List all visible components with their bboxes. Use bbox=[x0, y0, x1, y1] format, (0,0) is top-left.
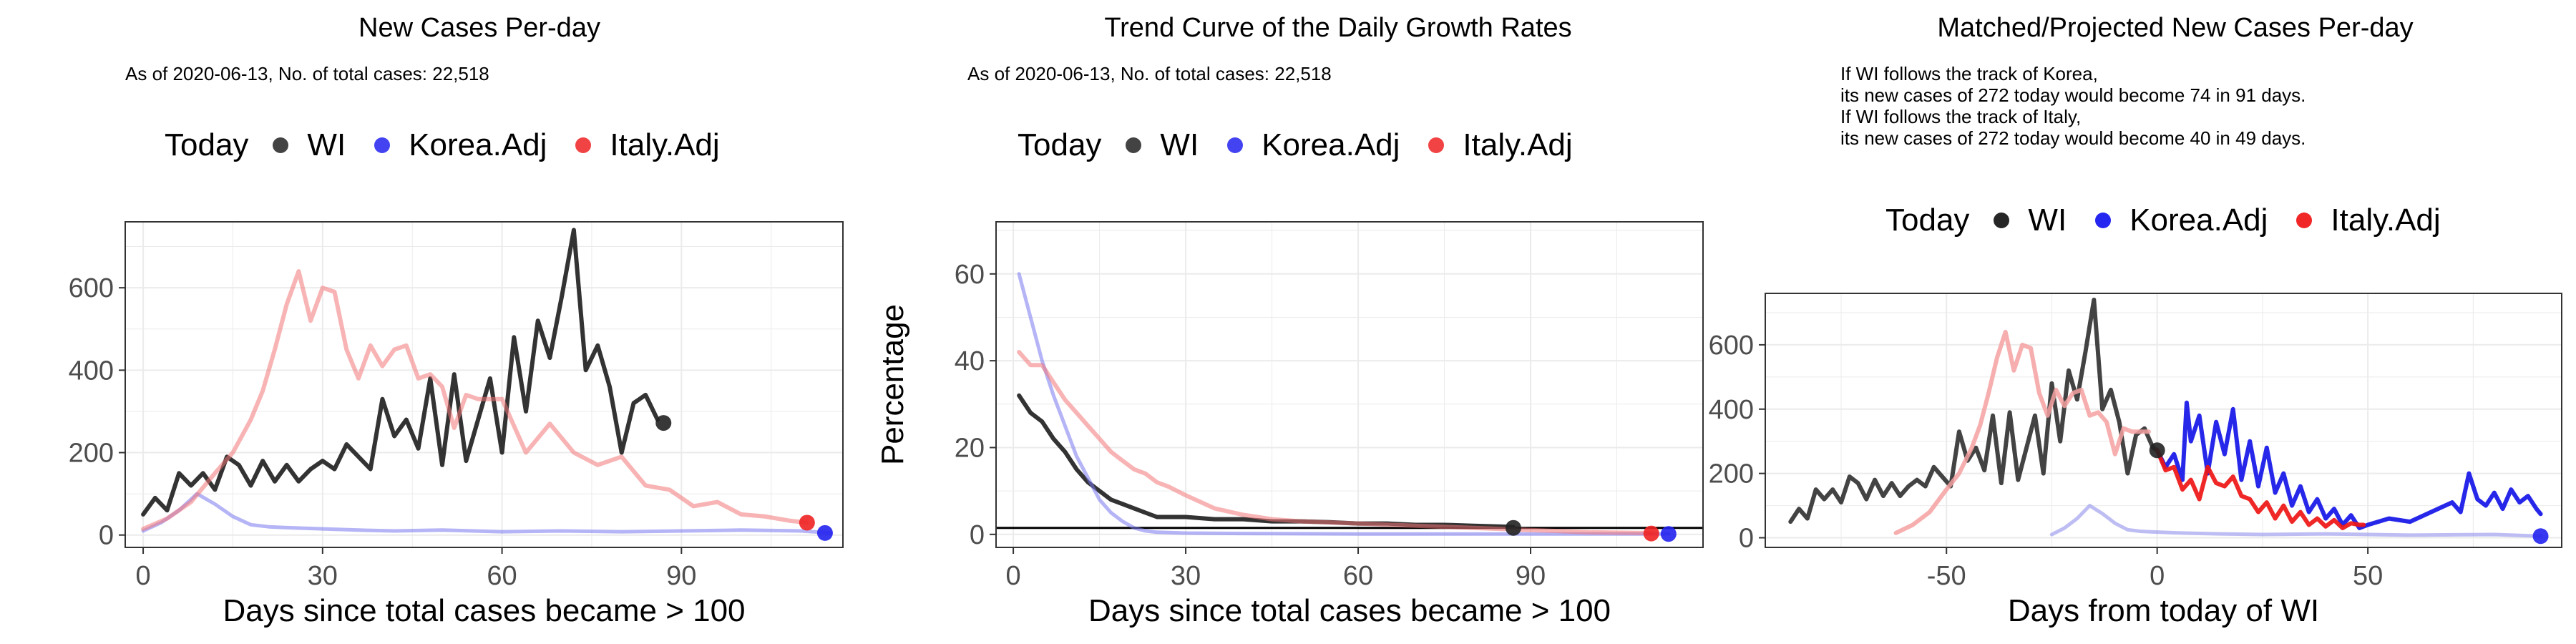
legend-label-italy: Italy.Adj bbox=[2331, 203, 2441, 238]
legend-item-korea: Korea.Adj bbox=[1227, 127, 1400, 163]
today-point-italy-adj bbox=[1643, 525, 1659, 542]
legend-dot-korea bbox=[374, 137, 391, 153]
legend-title: Today bbox=[165, 127, 249, 162]
series-line-wi-history bbox=[1788, 298, 2160, 525]
chart-subtitle: As of 2020-06-13, No. of total cases: 22… bbox=[967, 63, 1332, 84]
legend-dot-wi bbox=[1994, 213, 2010, 228]
plot-border bbox=[995, 221, 1704, 548]
x-tick-label: 60 bbox=[1343, 561, 1373, 591]
x-axis-label: Days since total cases became > 100 bbox=[1088, 593, 1611, 628]
legend-item-italy: Italy.Adj bbox=[575, 127, 720, 163]
y-tick-label: 20 bbox=[955, 433, 985, 463]
today-point-wi bbox=[655, 415, 672, 431]
series-line-korea-adj bbox=[1017, 272, 1671, 536]
legend-dot-wi bbox=[1126, 137, 1142, 153]
legend-label-italy: Italy.Adj bbox=[610, 127, 720, 162]
legend-label-italy: Italy.Adj bbox=[1463, 127, 1573, 162]
legend-dot-italy bbox=[1428, 137, 1445, 153]
x-tick-label: 90 bbox=[666, 561, 696, 591]
x-tick-label: 0 bbox=[136, 561, 151, 591]
chart-legend: Today WI Korea.Adj Italy.Adj bbox=[1885, 203, 2469, 238]
legend-item-wi: WI bbox=[1126, 127, 1199, 163]
y-tick-label: 60 bbox=[955, 260, 985, 290]
x-tick-label: 60 bbox=[487, 561, 517, 591]
today-point-korea-adj bbox=[816, 525, 833, 541]
legend-dot-italy bbox=[2296, 213, 2313, 228]
legend-item-italy: Italy.Adj bbox=[1428, 127, 1573, 163]
legend-item-wi: WI bbox=[273, 127, 346, 163]
legend-item-wi: WI bbox=[1994, 203, 2067, 238]
y-tick-label: 400 bbox=[1709, 395, 1754, 425]
chart-panel-growth-rates: Trend Curve of the Daily Growth Rates As… bbox=[859, 0, 1717, 644]
legend-dot-korea bbox=[2095, 213, 2112, 228]
series-line-korea-adj bbox=[141, 492, 833, 535]
legend-title: Today bbox=[1018, 127, 1102, 162]
legend-label-wi: WI bbox=[2028, 203, 2067, 238]
series-line-italy-adj-history bbox=[1893, 329, 2151, 535]
x-axis-label: Days from today of WI bbox=[2008, 593, 2319, 628]
legend-label-korea: Korea.Adj bbox=[409, 127, 547, 162]
legend-dot-korea bbox=[1227, 137, 1244, 153]
series-line-italy-adj bbox=[141, 269, 809, 532]
series-line-korea-adj-history bbox=[2049, 504, 2543, 538]
legend-label-korea: Korea.Adj bbox=[1262, 127, 1400, 162]
chart-panel-projected: Matched/Projected New Cases Per-day If W… bbox=[1709, 0, 2576, 644]
series-line-italy-adj bbox=[1017, 350, 1654, 535]
series-line-wi bbox=[141, 228, 660, 517]
legend-label-wi: WI bbox=[307, 127, 346, 162]
x-tick-label: -50 bbox=[1927, 561, 1966, 591]
y-tick-label: 0 bbox=[1739, 524, 1754, 554]
today-point-wi bbox=[1505, 519, 1521, 536]
y-tick-label: 600 bbox=[1709, 331, 1754, 361]
chart-subtitle: If WI follows the track of Korea, its ne… bbox=[1840, 63, 2306, 149]
x-tick-label: 0 bbox=[2150, 561, 2165, 591]
chart-title: New Cases Per-day bbox=[358, 13, 600, 43]
legend-dot-wi bbox=[273, 137, 289, 153]
y-tick-label: 200 bbox=[69, 439, 114, 469]
plot-border bbox=[125, 221, 844, 548]
chart-panel-new-cases: New Cases Per-day As of 2020-06-13, No. … bbox=[0, 0, 859, 644]
chart-title: Trend Curve of the Daily Growth Rates bbox=[1104, 13, 1572, 43]
legend-item-korea: Korea.Adj bbox=[374, 127, 547, 163]
today-point-italy-adj bbox=[799, 514, 815, 531]
x-tick-label: 30 bbox=[308, 561, 338, 591]
legend-dot-italy bbox=[575, 137, 592, 153]
chart-subtitle: As of 2020-06-13, No. of total cases: 22… bbox=[125, 63, 489, 84]
series-line-wi bbox=[1017, 393, 1516, 530]
today-point-korea-adj bbox=[2532, 528, 2549, 545]
chart-title: Matched/Projected New Cases Per-day bbox=[1937, 13, 2414, 43]
legend-label-korea: Korea.Adj bbox=[2129, 203, 2268, 238]
y-tick-label: 200 bbox=[1709, 459, 1754, 489]
y-axis-label: Percentage bbox=[875, 304, 910, 465]
x-tick-label: 50 bbox=[2353, 561, 2383, 591]
series-line-italy-adj bbox=[2155, 448, 2366, 530]
series-line-korea-adj bbox=[2155, 400, 2543, 530]
chart-plot-projected: -50 0 50 0 200 400 600 Days from today of WI bbox=[1709, 293, 2562, 628]
today-point-wi bbox=[2149, 442, 2165, 459]
y-tick-label: 40 bbox=[955, 346, 985, 376]
legend-item-korea: Korea.Adj bbox=[2095, 203, 2268, 238]
y-tick-label: 0 bbox=[970, 520, 985, 550]
today-point-korea-adj bbox=[1660, 526, 1677, 542]
y-tick-label: 0 bbox=[99, 521, 114, 551]
chart-legend: Today WI Korea.Adj Italy.Adj bbox=[1018, 127, 1601, 163]
y-tick-label: 600 bbox=[69, 273, 114, 303]
x-tick-label: 90 bbox=[1516, 561, 1546, 591]
legend-label-wi: WI bbox=[1160, 127, 1199, 162]
x-tick-label: 30 bbox=[1171, 561, 1201, 591]
chart-legend: Today WI Korea.Adj Italy.Adj bbox=[165, 127, 748, 163]
legend-item-italy: Italy.Adj bbox=[2296, 203, 2441, 238]
legend-title: Today bbox=[1885, 203, 1970, 238]
plot-border bbox=[1765, 293, 2562, 548]
y-tick-label: 400 bbox=[69, 356, 114, 386]
chart-plot-new-cases: 0 30 60 90 0 200 400 600 Days since total cases … bbox=[69, 221, 844, 628]
x-tick-label: 0 bbox=[1006, 561, 1021, 591]
x-axis-label: Days since total cases became > 100 bbox=[223, 593, 745, 628]
